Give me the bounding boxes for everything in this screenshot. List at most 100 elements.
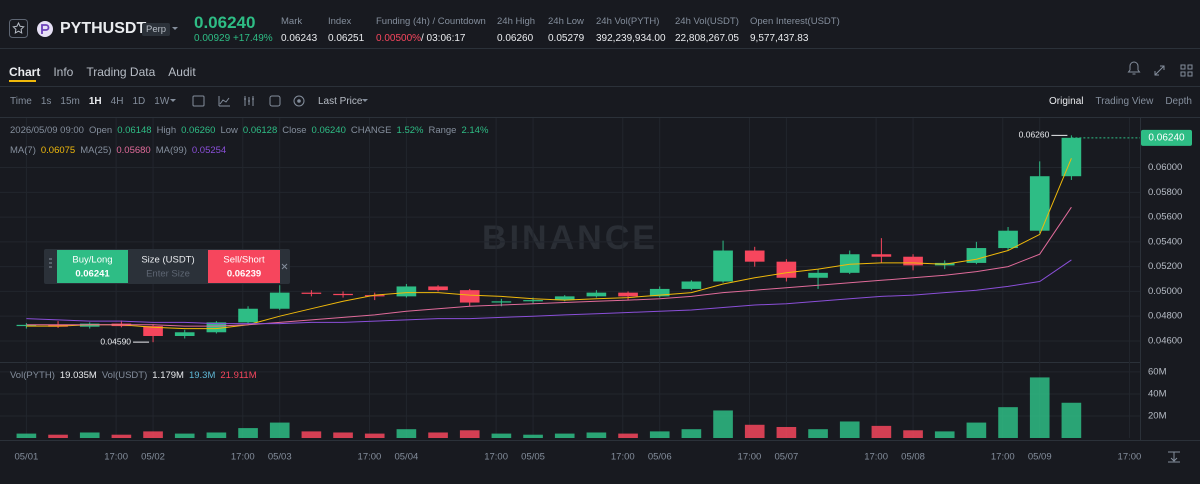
tool-icon[interactable] (293, 95, 305, 107)
stat-label: Open Interest(USDT) (750, 16, 840, 27)
candle-body (903, 256, 923, 266)
volume-bar (1029, 377, 1050, 438)
indicator-icon[interactable] (192, 95, 205, 107)
volume-bar (396, 429, 417, 438)
size-label: Size (USDT) (141, 255, 194, 266)
watermark: BINANCE (482, 219, 658, 257)
tab[interactable]: Info (53, 65, 74, 79)
interval[interactable]: 1s (40, 96, 52, 107)
layout-icon[interactable] (1180, 64, 1193, 77)
max-label: 0.06260 (1019, 130, 1050, 140)
view[interactable]: Original (1049, 96, 1084, 107)
close-icon[interactable] (281, 263, 288, 270)
bell-icon[interactable] (1127, 61, 1141, 75)
tab[interactable]: Trading Data (86, 65, 156, 79)
x-tick-label: 05/05 (521, 452, 545, 463)
grip[interactable] (49, 258, 52, 268)
x-tick-label: 17:00 (104, 452, 128, 463)
tab[interactable]: Chart (9, 65, 41, 79)
volume-bar (649, 431, 670, 438)
vol-label: Vol(PYTH) (10, 370, 55, 381)
volume-bar (491, 433, 512, 438)
view[interactable]: Depth (1165, 96, 1192, 107)
y-tick-label: 0.05200 (1148, 261, 1182, 272)
candle-body (333, 293, 353, 296)
volume-bar (333, 432, 353, 438)
vol-label: Vol(USDT) (101, 370, 148, 381)
x-tick-label: 17:00 (1118, 452, 1142, 463)
volume-bar (808, 429, 828, 438)
volume-bar (238, 428, 258, 438)
candle-body (364, 295, 385, 297)
price-type[interactable]: Last Price (318, 96, 363, 107)
interval[interactable]: 1D (132, 96, 146, 107)
volume-bar (744, 424, 765, 438)
volume-bar (776, 426, 797, 438)
x-tick-label: 05/03 (268, 452, 292, 463)
stat-value: 22,808,267.05 (675, 33, 739, 44)
view[interactable]: Trading View (1095, 96, 1154, 107)
volume-tick-label: 60M (1148, 366, 1167, 377)
vol-value: 21.911M (220, 370, 257, 381)
settings-icon[interactable] (269, 95, 281, 107)
scale-icon[interactable] (1168, 451, 1180, 463)
y-tick-label: 0.06000 (1148, 162, 1182, 173)
tabs: Chart Info Trading Data Audit (9, 65, 196, 79)
x-tick-label: 17:00 (611, 452, 635, 463)
candle-body (998, 230, 1018, 249)
info-value: 0.06128 (242, 125, 278, 136)
volume-bar (871, 425, 892, 438)
volume-bar (301, 431, 322, 438)
volume-bar (364, 433, 385, 438)
tab[interactable]: Audit (168, 65, 196, 79)
volume-bar (554, 433, 575, 438)
last-price: 0.06240 (194, 13, 256, 32)
volume-bar (206, 432, 227, 438)
interval[interactable]: 1W (154, 96, 170, 107)
y-tick-label: 0.05800 (1148, 187, 1182, 198)
buy-button[interactable] (57, 250, 128, 283)
info-date: 2026/05/09 09:00 (10, 125, 84, 136)
ma-line (26, 158, 1072, 330)
candle-body (143, 326, 163, 336)
expand-icon[interactable] (1154, 65, 1165, 76)
ma-line (26, 206, 1072, 327)
x-tick-label: 05/08 (901, 452, 925, 463)
volume-tick-label: 40M (1148, 388, 1167, 399)
candle-body (491, 301, 512, 303)
volume-bar (48, 434, 68, 438)
chart-type-icon[interactable] (218, 96, 230, 107)
candle-body (681, 281, 702, 289)
size-input[interactable]: Enter Size (146, 269, 190, 280)
volume-bar (79, 432, 100, 438)
intervals: Time 1s 15m 1H 4H 1D 1W (10, 96, 169, 107)
stat-label: Mark (281, 16, 303, 27)
badge: Perp (142, 23, 171, 36)
ma-name: MA(99) (155, 145, 187, 156)
info-label: Open (88, 125, 113, 136)
sell-button[interactable] (208, 250, 280, 283)
candle-body (1029, 176, 1050, 231)
interval[interactable]: 15m (60, 96, 80, 107)
interval[interactable]: 4H (110, 96, 124, 107)
favorite-icon[interactable] (9, 19, 28, 38)
change: 0.00929 +17.49% (194, 33, 273, 44)
vol-value: 1.179M (152, 370, 184, 381)
volume-bar (174, 433, 195, 438)
x-tick-label: 17:00 (358, 452, 382, 463)
candle-icon[interactable] (244, 96, 254, 106)
interval: Time (10, 96, 32, 107)
interval[interactable]: 1H (88, 96, 102, 107)
volume-bar (934, 431, 955, 438)
caret[interactable] (172, 27, 178, 30)
caret[interactable] (362, 99, 368, 102)
caret[interactable] (170, 99, 176, 102)
candle-body (649, 288, 670, 297)
volume-bar (998, 407, 1018, 438)
y-tick-label: 0.05000 (1148, 286, 1182, 297)
candle-body (744, 250, 765, 262)
views: Original Trading View Depth (1049, 96, 1192, 107)
info-value: 0.06148 (117, 125, 152, 136)
candle-body (586, 292, 607, 297)
